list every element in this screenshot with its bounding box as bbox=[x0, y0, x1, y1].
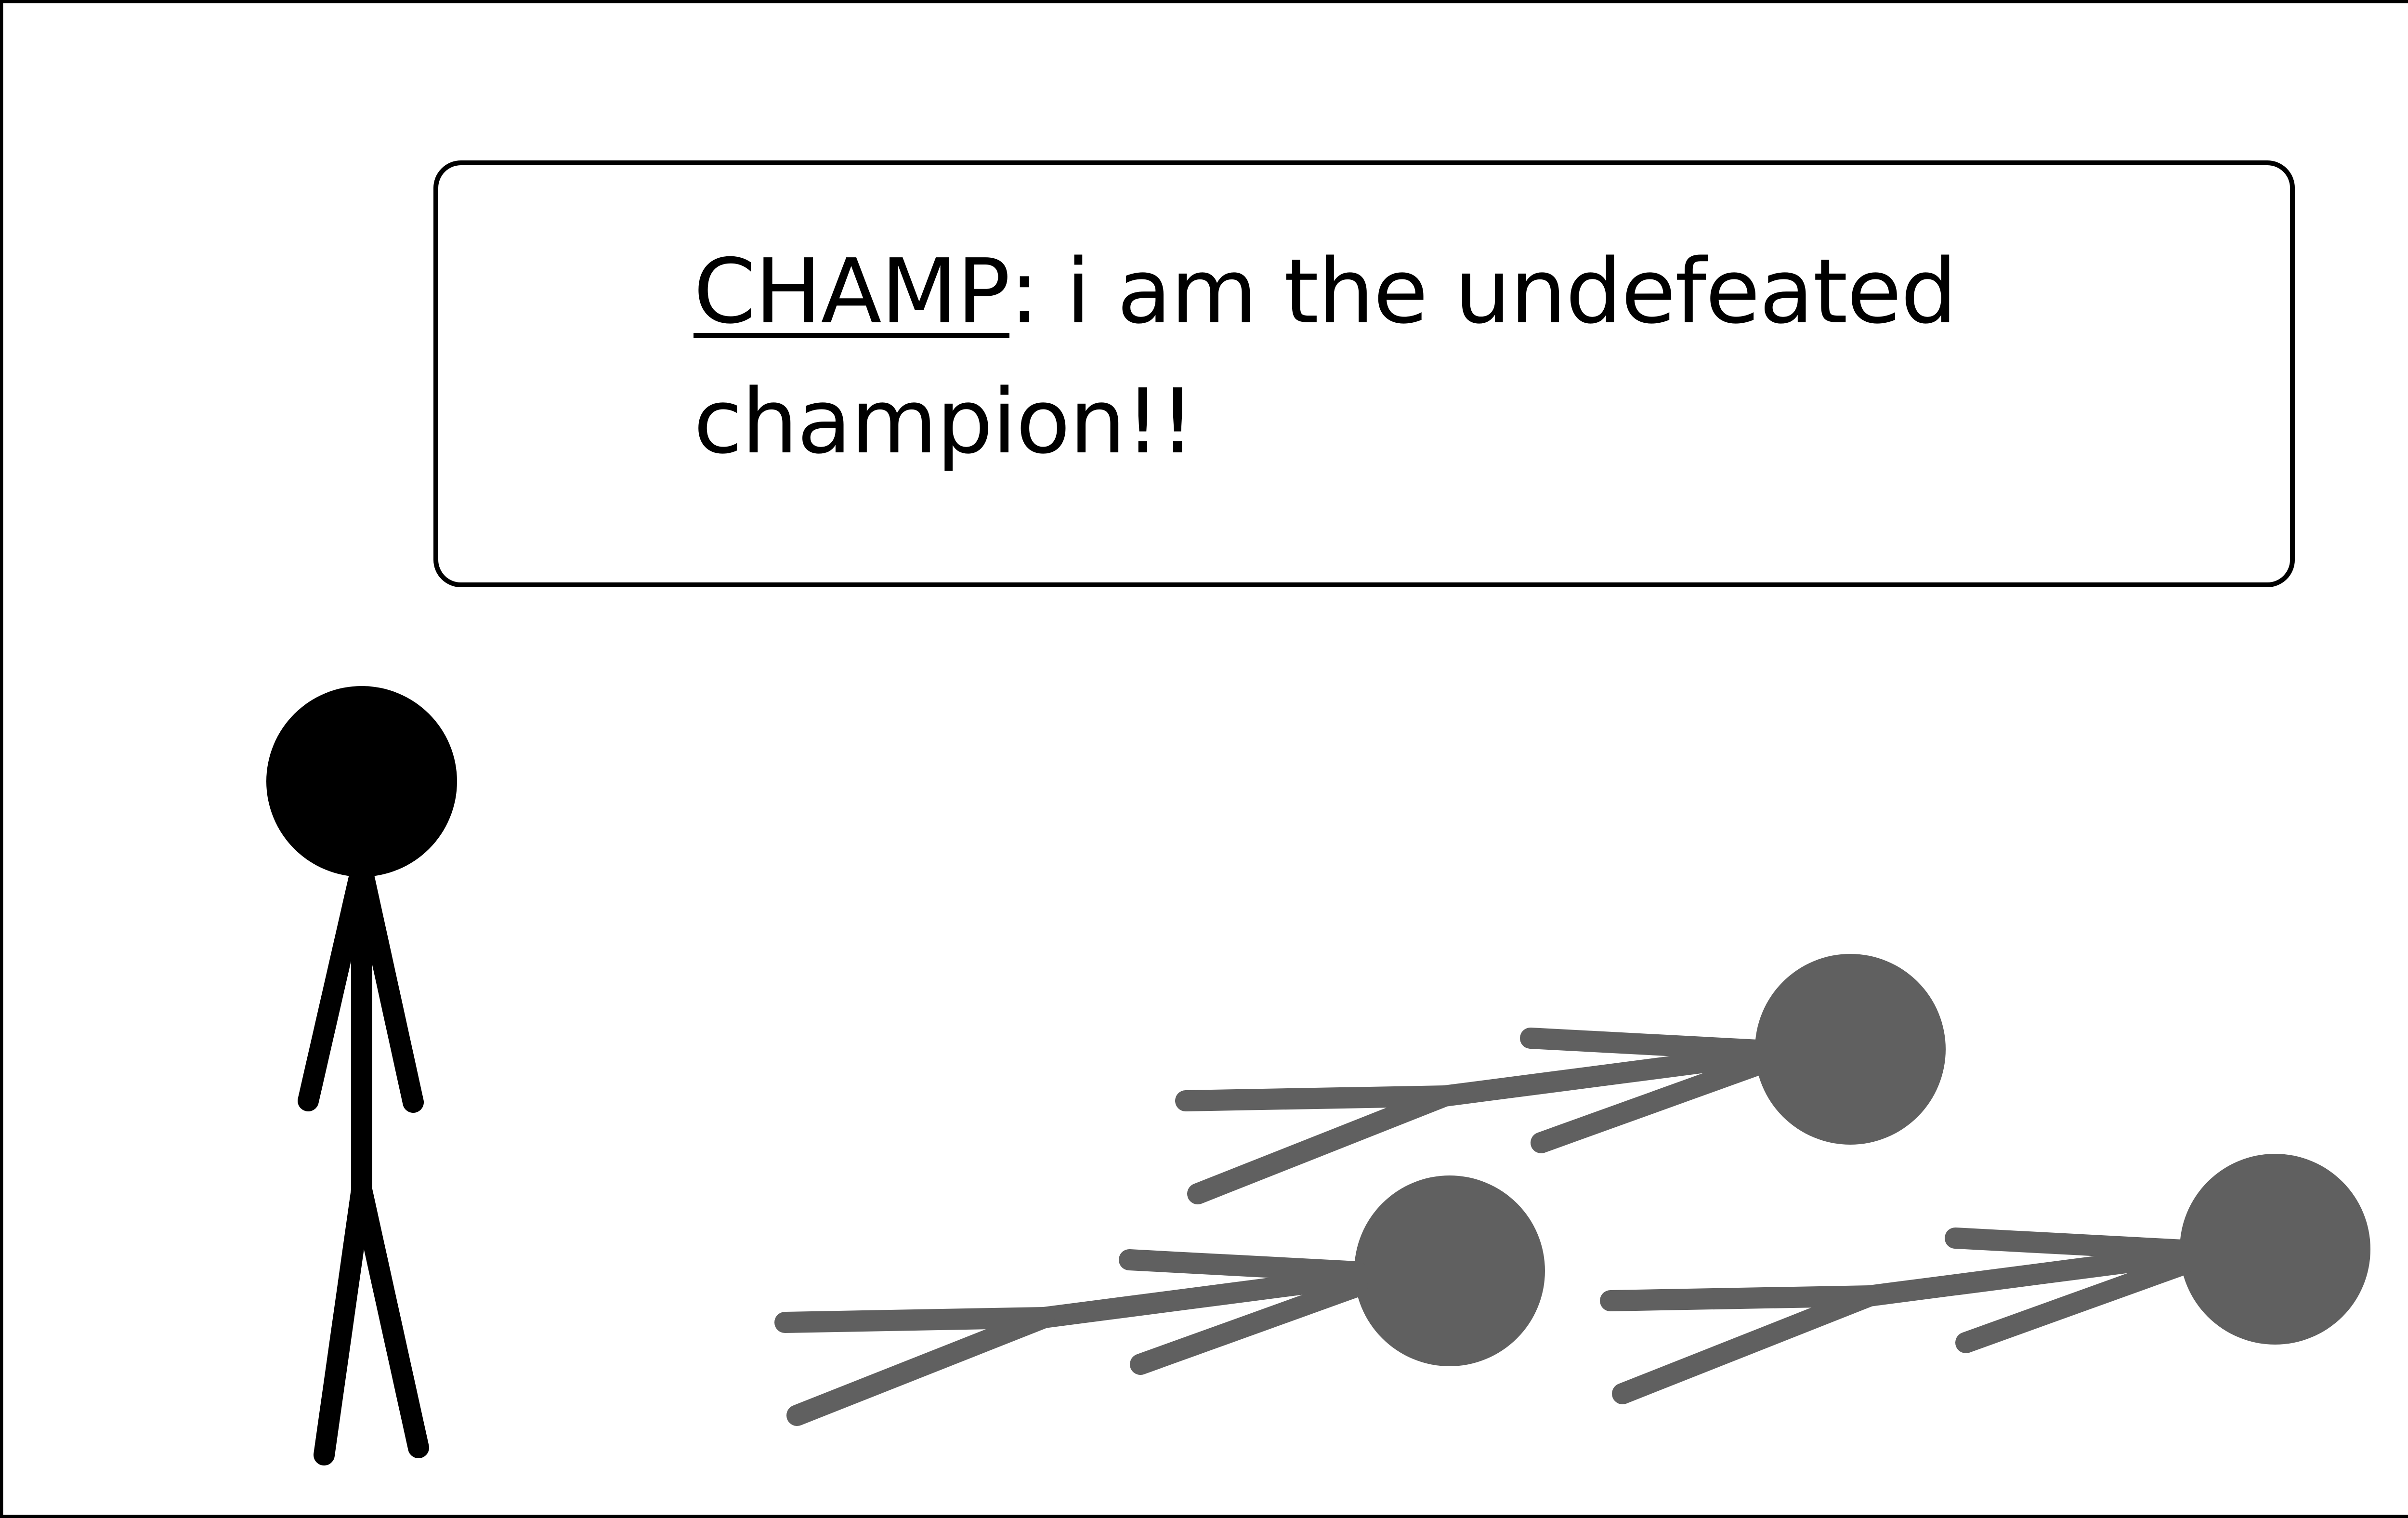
defeated-leg bbox=[786, 1307, 1055, 1426]
champion-head bbox=[266, 686, 457, 877]
defeated-body bbox=[1859, 1244, 2196, 1307]
defeated-arm bbox=[1531, 1054, 1768, 1153]
defeated-stick-figure bbox=[1600, 1154, 2370, 1404]
champion-left-arm bbox=[298, 857, 372, 1111]
defeated-stick-figure bbox=[1175, 954, 1946, 1204]
defeated-head bbox=[2180, 1154, 2370, 1345]
defeated-leg bbox=[1175, 1085, 1455, 1111]
defeated-leg bbox=[1612, 1285, 1880, 1404]
champion-right-leg bbox=[351, 1179, 429, 1458]
speech-line-1-text: i am the undefeated bbox=[1038, 239, 1957, 343]
speech-text: CHAMP: i am the undefeated champion!! bbox=[694, 226, 2138, 487]
speaker-name: CHAMP bbox=[694, 239, 1010, 343]
champion-stick-figure bbox=[266, 686, 457, 1465]
defeated-arm bbox=[1520, 1028, 1768, 1061]
defeated-leg bbox=[774, 1307, 1055, 1333]
defeated-body bbox=[1034, 1266, 1370, 1328]
speech-line-2: champion!! bbox=[694, 370, 1195, 474]
speech-box bbox=[433, 160, 2295, 587]
defeated-head bbox=[1755, 954, 1946, 1145]
defeated-leg bbox=[1600, 1285, 1880, 1311]
champion-left-leg bbox=[314, 1179, 372, 1465]
defeated-arm bbox=[1119, 1249, 1368, 1282]
defeated-stick-figure bbox=[774, 1175, 1545, 1426]
champion-right-arm bbox=[351, 857, 424, 1113]
defeated-body bbox=[1434, 1044, 1771, 1107]
speaker-separator: : bbox=[1009, 239, 1039, 343]
defeated-head bbox=[1354, 1175, 1545, 1366]
defeated-leg bbox=[1187, 1085, 1455, 1204]
defeated-arm bbox=[1955, 1254, 2193, 1353]
defeated-arm bbox=[1130, 1276, 1368, 1375]
speech-line-1: CHAMP: i am the undefeated bbox=[694, 226, 2138, 356]
defeated-arm bbox=[1945, 1228, 2193, 1261]
